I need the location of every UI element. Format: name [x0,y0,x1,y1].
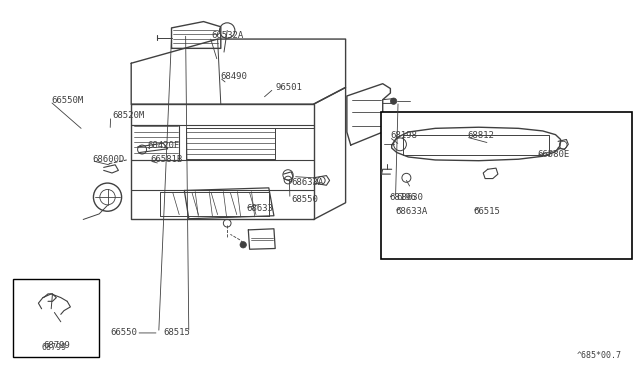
Text: 68196: 68196 [389,193,416,202]
Text: 66580E: 66580E [538,150,570,159]
Text: 66550: 66550 [111,328,138,337]
Text: 68490: 68490 [221,72,248,81]
Circle shape [390,98,397,105]
Circle shape [240,241,246,248]
Text: 68799: 68799 [43,341,70,350]
Text: 68550: 68550 [291,195,318,203]
Bar [381,112,632,259]
Text: 68198: 68198 [390,131,417,140]
Text: 68520M: 68520M [112,111,144,120]
Text: ^685*00.7: ^685*00.7 [577,351,622,360]
Text: 66532A: 66532A [211,31,243,40]
Text: 66581B: 66581B [150,155,182,164]
Text: 66515: 66515 [474,207,500,216]
Text: 68633A: 68633A [396,207,428,216]
Text: 68799: 68799 [42,343,67,352]
Text: 68633: 68633 [246,204,273,213]
Text: 68812: 68812 [467,131,494,140]
Text: 68633A: 68633A [291,178,323,187]
Text: 68600D: 68600D [93,155,125,164]
Text: 68630: 68630 [397,193,424,202]
Text: 96501: 96501 [275,83,302,92]
Bar [13,279,99,357]
Text: 66550M: 66550M [51,96,83,105]
Text: 68515: 68515 [163,328,190,337]
Text: 68420F: 68420F [147,141,179,150]
